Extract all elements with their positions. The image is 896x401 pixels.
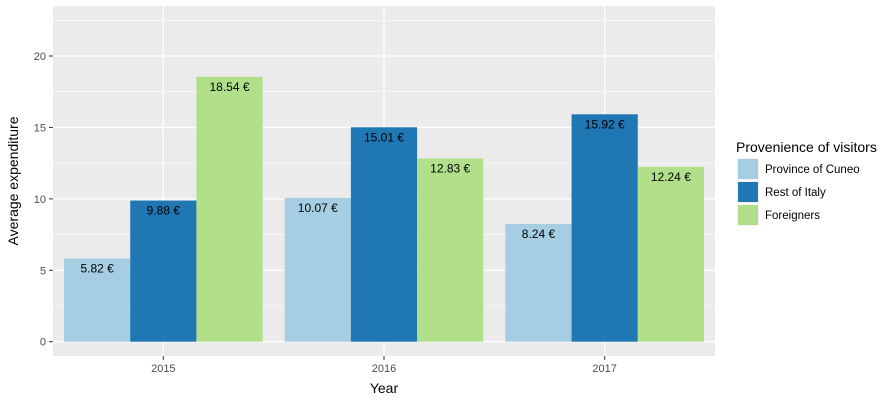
y-tick-label: 20 bbox=[34, 51, 46, 63]
bar-foreigners-2016 bbox=[417, 158, 484, 342]
bar-rest-of-italy-2016 bbox=[350, 127, 418, 342]
bar-province-of-cuneo-2017 bbox=[505, 224, 572, 342]
bar-rest-of-italy-2015 bbox=[130, 200, 197, 342]
data-label: 10.07 € bbox=[298, 201, 338, 215]
x-tick-label: 2016 bbox=[372, 363, 396, 375]
legend-label: Foreigners bbox=[765, 210, 820, 222]
data-label: 12.24 € bbox=[651, 170, 691, 184]
y-tick-label: 15 bbox=[34, 122, 46, 134]
x-axis: 2015 2016 2017 bbox=[151, 356, 617, 375]
bar-province-of-cuneo-2016 bbox=[284, 197, 351, 342]
legend-label: Province of Cuneo bbox=[765, 164, 860, 176]
y-axis: 0 5 10 15 20 bbox=[34, 51, 53, 349]
data-label: 15.01 € bbox=[364, 130, 404, 144]
x-tick-label: 2017 bbox=[592, 363, 616, 375]
data-label: 18.54 € bbox=[210, 80, 250, 94]
y-tick-label: 0 bbox=[40, 337, 46, 349]
legend-swatch bbox=[738, 182, 758, 202]
bars bbox=[64, 76, 704, 342]
data-label: 12.83 € bbox=[430, 161, 470, 175]
legend-label: Rest of Italy bbox=[765, 187, 826, 199]
data-label: 15.92 € bbox=[585, 117, 625, 131]
y-tick-label: 10 bbox=[34, 194, 46, 206]
bar-foreigners-2015 bbox=[196, 76, 263, 342]
y-axis-title: Average expenditure bbox=[5, 116, 21, 245]
data-label: 8.24 € bbox=[522, 227, 556, 241]
legend-title: Provenience of visitors bbox=[736, 139, 877, 155]
legend: Provenience of visitors Province of Cune… bbox=[736, 139, 877, 226]
bar-foreigners-2017 bbox=[637, 166, 704, 342]
y-tick-label: 5 bbox=[40, 265, 46, 277]
bar-rest-of-italy-2017 bbox=[571, 114, 638, 342]
legend-swatch bbox=[738, 205, 758, 225]
bar-labels: 5.82 € 10.07 € 8.24 € 9.88 € 15.01 € 15.92 € 1… bbox=[80, 80, 691, 276]
x-axis-title: Year bbox=[370, 380, 399, 396]
data-label: 9.88 € bbox=[147, 204, 181, 218]
legend-items: Province of Cuneo Rest of Italy Foreigners bbox=[737, 158, 860, 226]
x-tick-label: 2015 bbox=[151, 363, 175, 375]
data-label: 5.82 € bbox=[80, 262, 114, 276]
legend-swatch bbox=[738, 159, 758, 179]
bar-province-of-cuneo-2015 bbox=[64, 258, 131, 342]
